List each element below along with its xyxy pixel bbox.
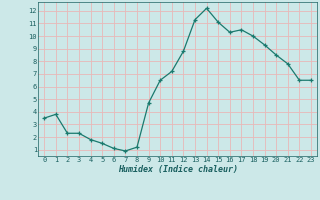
X-axis label: Humidex (Indice chaleur): Humidex (Indice chaleur) xyxy=(118,165,238,174)
